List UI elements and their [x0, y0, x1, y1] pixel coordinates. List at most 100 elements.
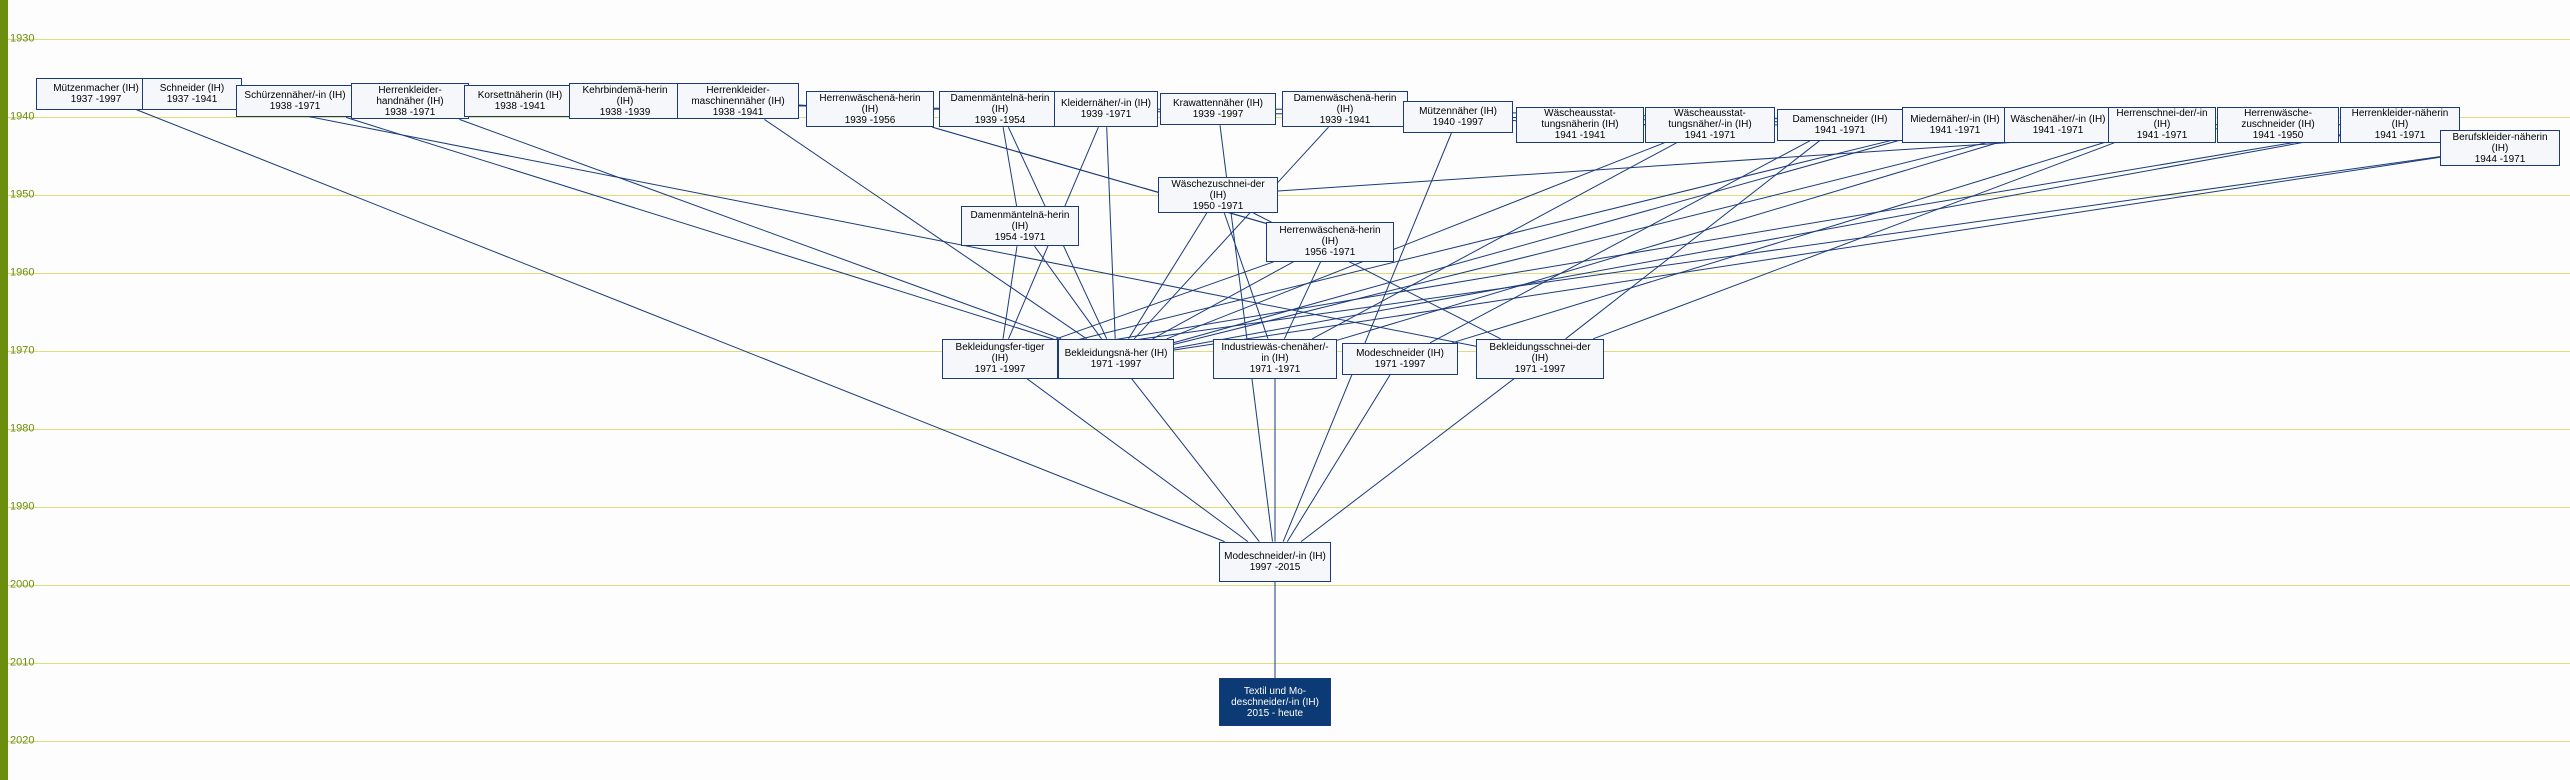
- node-dates: 1938 -1939: [600, 107, 651, 118]
- node-herrenkleidermasch[interactable]: Herrenkleider-maschinennäher (IH)1938 -1…: [677, 83, 799, 119]
- node-dates: 1971 -1997: [1515, 364, 1566, 375]
- node-title: Bekleidungsnä-her (IH): [1065, 348, 1168, 359]
- node-title: Damenschneider (IH): [1792, 114, 1887, 125]
- node-herrenwaesche56[interactable]: Herrenwäschenä-herin (IH)1956 -1971: [1266, 222, 1394, 262]
- gridline: [0, 429, 2570, 430]
- node-textilmode[interactable]: Textil und Mo-deschneider/-in (IH)2015 -…: [1219, 678, 1331, 726]
- gridline: [0, 663, 2570, 664]
- node-dates: 1939 -1941: [1320, 115, 1371, 126]
- node-bekleidungsschneider[interactable]: Bekleidungsschnei-der (IH)1971 -1997: [1476, 339, 1604, 379]
- node-bekleidungsnaeher[interactable]: Bekleidungsnä-her (IH)1971 -1997: [1058, 339, 1174, 379]
- node-dates: 1941 -1971: [1685, 130, 1736, 141]
- node-schuerzennaeherin[interactable]: Schürzennäher/-in (IH)1938 -1971: [236, 85, 354, 117]
- node-dates: 1937 -1997: [71, 94, 122, 105]
- node-title: Herrenwäschenä-herin (IH): [1271, 225, 1389, 247]
- node-berufskleidernaeherin[interactable]: Berufskleider-näherin (IH)1944 -1971: [2440, 130, 2560, 166]
- edge: [1224, 213, 1268, 339]
- node-herrenwaeschenaeherin39[interactable]: Herrenwäschenä-herin (IH)1939 -1956: [806, 91, 934, 127]
- node-dates: 1941 -1971: [1930, 125, 1981, 136]
- node-herrenschneiderin[interactable]: Herrenschnei-der/-in (IH)1941 -1971: [2108, 107, 2216, 143]
- node-muetzennaeher[interactable]: Mützennäher (IH)1940 -1997: [1403, 101, 1513, 133]
- node-dates: 1938 -1971: [385, 107, 436, 118]
- edge: [1132, 379, 1260, 542]
- node-title: Industriewäs-chenäher/-in (IH): [1218, 342, 1332, 364]
- node-muetzenmacher[interactable]: Mützenmacher (IH)1937 -1997: [36, 78, 156, 110]
- node-dates: 1971 -1997: [1091, 359, 1142, 370]
- node-dates: 1941 -1971: [2137, 130, 2188, 141]
- node-dates: 1939 -1956: [845, 115, 896, 126]
- node-dates: 1941 -1971: [2375, 130, 2426, 141]
- node-herrenwaeschezuschn[interactable]: Herrenwäsche-zuschneider (IH)1941 -1950: [2217, 107, 2339, 143]
- axis-tick-label: 1960: [8, 268, 34, 279]
- node-kleidernaeherin[interactable]: Kleidernäher/-in (IH)1939 -1971: [1054, 91, 1158, 127]
- node-dates: 2015 - heute: [1247, 708, 1303, 719]
- node-modeschneider97[interactable]: Modeschneider/-in (IH)1997 -2015: [1219, 542, 1331, 582]
- edge: [1058, 138, 1902, 345]
- node-title: Wäschenäher/-in (IH): [2010, 114, 2105, 125]
- node-title: Mützenmacher (IH): [53, 83, 139, 94]
- node-waescheausstatt2[interactable]: Wäscheausstat-tungsnäher/-in (IH)1941 -1…: [1645, 107, 1775, 143]
- node-title: Berufskleider-näherin (IH): [2445, 132, 2555, 154]
- node-modeschneider71[interactable]: Modeschneider (IH)1971 -1997: [1342, 343, 1458, 375]
- node-dates: 1938 -1941: [495, 101, 546, 112]
- node-title: Miedernäher/-in (IH): [1910, 114, 1999, 125]
- node-damenschneider[interactable]: Damenschneider (IH)1941 -1971: [1777, 109, 1903, 141]
- edge: [1452, 141, 2108, 342]
- node-miedernaeherin[interactable]: Miedernäher/-in (IH)1941 -1971: [1902, 107, 2008, 143]
- node-dates: 1938 -1941: [713, 107, 764, 118]
- node-title: Wäschezuschnei-der (IH): [1163, 179, 1273, 201]
- axis-tick-label: 1940: [8, 112, 34, 123]
- node-waeschezuschneider[interactable]: Wäschezuschnei-der (IH)1950 -1971: [1158, 177, 1278, 213]
- node-dates: 1971 -1971: [1250, 364, 1301, 375]
- edge: [1129, 213, 1207, 339]
- node-dates: 1971 -1997: [975, 364, 1026, 375]
- node-dates: 1939 -1997: [1193, 109, 1244, 120]
- axis-tick-label: 2020: [8, 736, 34, 747]
- node-title: Mützennäher (IH): [1419, 106, 1497, 117]
- node-damenmaentel39[interactable]: Damenmäntelnä-herin (IH)1939 -1954: [939, 91, 1061, 127]
- node-title: Herrenkleider-maschinennäher (IH): [682, 85, 794, 107]
- gridline: [0, 741, 2570, 742]
- node-dates: 1956 -1971: [1305, 247, 1356, 258]
- axis-tick-label: 1950: [8, 190, 34, 201]
- node-title: Damenmäntelnä-herin (IH): [966, 210, 1074, 232]
- node-dates: 1940 -1997: [1433, 117, 1484, 128]
- node-schneider[interactable]: Schneider (IH)1937 -1941: [142, 78, 242, 110]
- node-title: Herrenschnei-der/-in (IH): [2113, 108, 2211, 130]
- node-title: Herrenwäschenä-herin (IH): [811, 93, 929, 115]
- node-title: Schneider (IH): [160, 83, 224, 94]
- edge: [1337, 141, 2004, 340]
- node-korsettnaeherin[interactable]: Korsettnäherin (IH)1938 -1941: [464, 85, 576, 117]
- node-title: Wäscheausstat-tungsnäherin (IH): [1521, 108, 1639, 130]
- node-waescheausstatt1[interactable]: Wäscheausstat-tungsnäherin (IH)1941 -194…: [1516, 107, 1644, 143]
- node-title: Herrenkleider-handnäher (IH): [356, 85, 464, 107]
- axis-tick-label: 2000: [8, 580, 34, 591]
- node-title: Korsettnäherin (IH): [478, 90, 562, 101]
- node-damenmaentel54[interactable]: Damenmäntelnä-herin (IH)1954 -1971: [961, 206, 1079, 246]
- node-title: Wäscheausstat-tungsnäher/-in (IH): [1650, 108, 1770, 130]
- node-bekleidungsfertiger[interactable]: Bekleidungsfer-tiger (IH)1971 -1997: [942, 339, 1058, 379]
- edge: [136, 110, 1224, 542]
- edge: [1287, 375, 1390, 542]
- node-krawattennaeher[interactable]: Krawattennäher (IH)1939 -1997: [1160, 93, 1276, 125]
- node-herrenkleiderhand[interactable]: Herrenkleider-handnäher (IH)1938 -1971: [351, 83, 469, 119]
- node-waeschenaeherin[interactable]: Wäschenäher/-in (IH)1941 -1971: [2004, 107, 2112, 143]
- node-dates: 1971 -1997: [1375, 359, 1426, 370]
- node-dates: 1950 -1971: [1193, 201, 1244, 212]
- edge: [1566, 141, 1820, 339]
- node-kehrbindemaeherin[interactable]: Kehrbindemä-herin (IH)1938 -1939: [569, 83, 681, 119]
- node-title: Bekleidungsschnei-der (IH): [1481, 342, 1599, 364]
- node-industriewaeschenaeher[interactable]: Industriewäs-chenäher/-in (IH)1971 -1971: [1213, 339, 1337, 379]
- node-title: Modeschneider (IH): [1356, 348, 1444, 359]
- node-title: Damenwäschenä-herin (IH): [1287, 93, 1403, 115]
- node-title: Herrenwäsche-zuschneider (IH): [2222, 108, 2334, 130]
- axis-tick-label: 1970: [8, 346, 34, 357]
- node-title: Schürzennäher/-in (IH): [244, 90, 345, 101]
- node-title: Damenmäntelnä-herin (IH): [944, 93, 1056, 115]
- edge: [1301, 379, 1514, 542]
- node-title: Krawattennäher (IH): [1173, 98, 1263, 109]
- node-dates: 1954 -1971: [995, 232, 1046, 243]
- node-damenwaeschenaeherin[interactable]: Damenwäschenä-herin (IH)1939 -1941: [1282, 91, 1408, 127]
- axis-tick-label: 1930: [8, 34, 34, 45]
- time-axis-bar: [0, 0, 8, 780]
